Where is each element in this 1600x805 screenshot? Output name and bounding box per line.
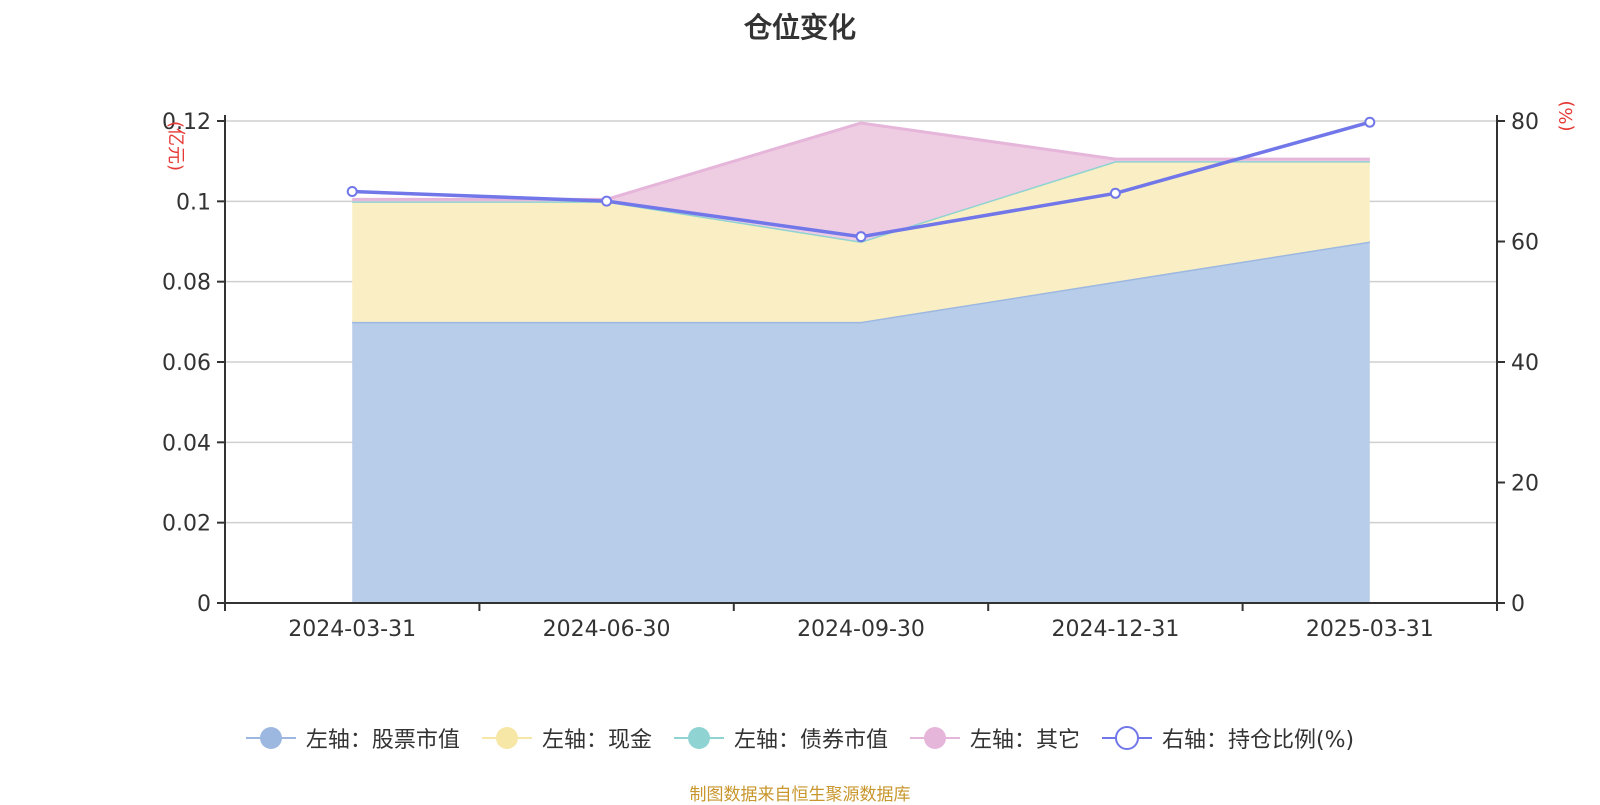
left-tick-label: 0.02 <box>162 512 211 537</box>
x-tick-label: 2024-12-31 <box>1051 617 1179 642</box>
legend-marker <box>909 727 960 749</box>
legend-label: 左轴：其它 <box>969 728 1080 753</box>
line-point <box>1109 187 1121 199</box>
legend-label: 左轴：现金 <box>541 728 652 753</box>
x-tick-label: 2025-03-31 <box>1306 617 1434 642</box>
chart-title: 仓位变化 <box>743 11 856 44</box>
legend-label: 右轴：持仓比例(%) <box>1161 728 1355 753</box>
legend-item-1[interactable]: 左轴：股票市值 <box>245 722 460 754</box>
left-tick-label: 0.04 <box>162 431 211 456</box>
line-point <box>855 231 867 243</box>
legend-marker <box>245 727 296 749</box>
line-point <box>601 195 613 207</box>
right-tick-label: 20 <box>1511 472 1539 497</box>
legend-item-2[interactable]: 左轴：现金 <box>481 722 652 754</box>
line-point <box>1364 116 1376 128</box>
right-tick-label: 40 <box>1511 351 1539 376</box>
legend-label: 左轴：债券市值 <box>733 728 888 753</box>
right-axis-unit: (%) <box>1556 100 1577 131</box>
area-4 <box>352 123 1370 242</box>
line-point <box>346 185 358 197</box>
legend-label: 左轴：股票市值 <box>305 728 460 753</box>
right-tick-label: 0 <box>1511 592 1525 617</box>
legend-item-3[interactable]: 左轴：债券市值 <box>673 722 888 754</box>
left-tick-label: 0.06 <box>162 351 211 376</box>
x-tick-label: 2024-09-30 <box>797 617 925 642</box>
left-axis-unit: (亿元) <box>165 121 186 171</box>
legend-marker <box>673 727 724 749</box>
legend-marker <box>1101 726 1152 750</box>
x-tick-label: 2024-03-31 <box>288 617 416 642</box>
x-tick-label: 2024-06-30 <box>543 617 671 642</box>
legend-item-5[interactable]: 右轴：持仓比例(%) <box>1101 722 1355 754</box>
legend-marker <box>481 727 532 749</box>
left-tick-label: 0 <box>197 592 211 617</box>
source-note: 制图数据来自恒生聚源数据库 <box>689 785 911 805</box>
legend-item-4[interactable]: 左轴：其它 <box>909 722 1080 754</box>
legend: 左轴：股票市值 左轴：现金 左轴：债券市值 左轴：其它 右轴：持仓比例(%) <box>0 722 1600 754</box>
left-tick-label: 0.1 <box>176 190 211 215</box>
left-tick-label: 0.08 <box>162 271 211 296</box>
left-tick-label: 0.12 <box>162 110 211 135</box>
right-tick-label: 80 <box>1511 110 1539 135</box>
right-tick-label: 60 <box>1511 231 1539 256</box>
area-1 <box>352 241 1370 603</box>
